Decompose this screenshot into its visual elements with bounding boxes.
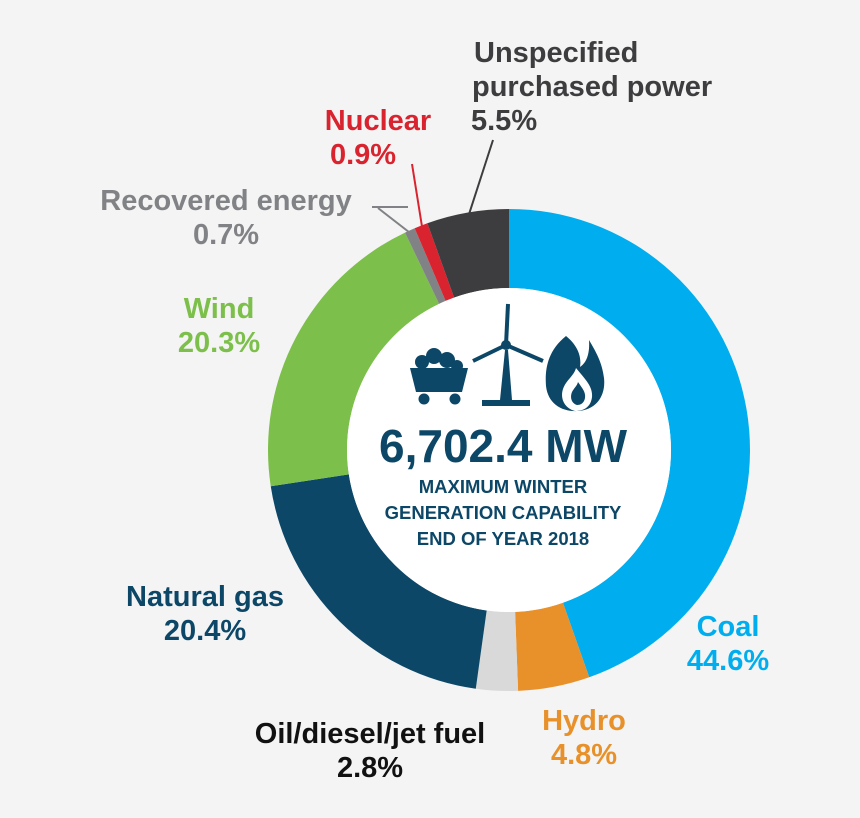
label-recovered-energy-name: Recovered energy xyxy=(100,185,351,217)
donut-slices xyxy=(268,209,751,691)
label-hydro-name: Hydro xyxy=(542,705,626,737)
label-unspecified-name-line-2: purchased power xyxy=(472,71,712,103)
label-wind-value: 20.3% xyxy=(178,327,260,359)
slice-recovered-energy xyxy=(405,228,446,304)
label-wind-name: Wind xyxy=(184,293,255,325)
slice-oil-diesel-jet-fuel xyxy=(475,610,519,691)
label-natural-gas-name: Natural gas xyxy=(126,581,284,613)
label-unspecified-name-line-1: Unspecified xyxy=(474,37,638,69)
label-coal-name: Coal xyxy=(697,611,760,643)
slice-unspecified-purchased-power xyxy=(427,209,509,298)
label-oil-name: Oil/diesel/jet fuel xyxy=(255,718,485,750)
slice-nuclear xyxy=(414,223,455,301)
label-nuclear-name: Nuclear xyxy=(325,105,431,137)
slice-natural-gas xyxy=(270,474,487,689)
label-recovered-energy-value: 0.7% xyxy=(193,219,259,251)
label-hydro-value: 4.8% xyxy=(551,739,617,771)
wind-turbine-icon xyxy=(472,303,544,406)
leader-line-recovered-energy xyxy=(377,207,413,235)
slice-coal xyxy=(509,209,751,678)
leader-lines xyxy=(372,139,494,235)
label-coal-value: 44.6% xyxy=(687,645,769,677)
slice-hydro xyxy=(515,602,590,691)
label-natural-gas-value: 20.4% xyxy=(164,615,246,647)
center-caption-line-2: GENERATION CAPABILITY xyxy=(385,502,622,523)
center-caption-line-3: END OF YEAR 2018 xyxy=(417,528,589,549)
center-caption-line-1: MAXIMUM WINTER xyxy=(419,476,588,497)
coal-cart-icon xyxy=(410,348,468,405)
label-oil-value: 2.8% xyxy=(337,752,403,784)
flame-icon xyxy=(545,336,605,412)
center-total-value: 6,702.4 MW xyxy=(379,420,628,472)
label-nuclear-value: 0.9% xyxy=(330,139,396,171)
leader-line-nuclear xyxy=(411,163,424,230)
slice-wind xyxy=(268,232,440,487)
label-unspecified-value: 5.5% xyxy=(471,105,537,137)
leader-line-unspecified xyxy=(467,139,494,217)
